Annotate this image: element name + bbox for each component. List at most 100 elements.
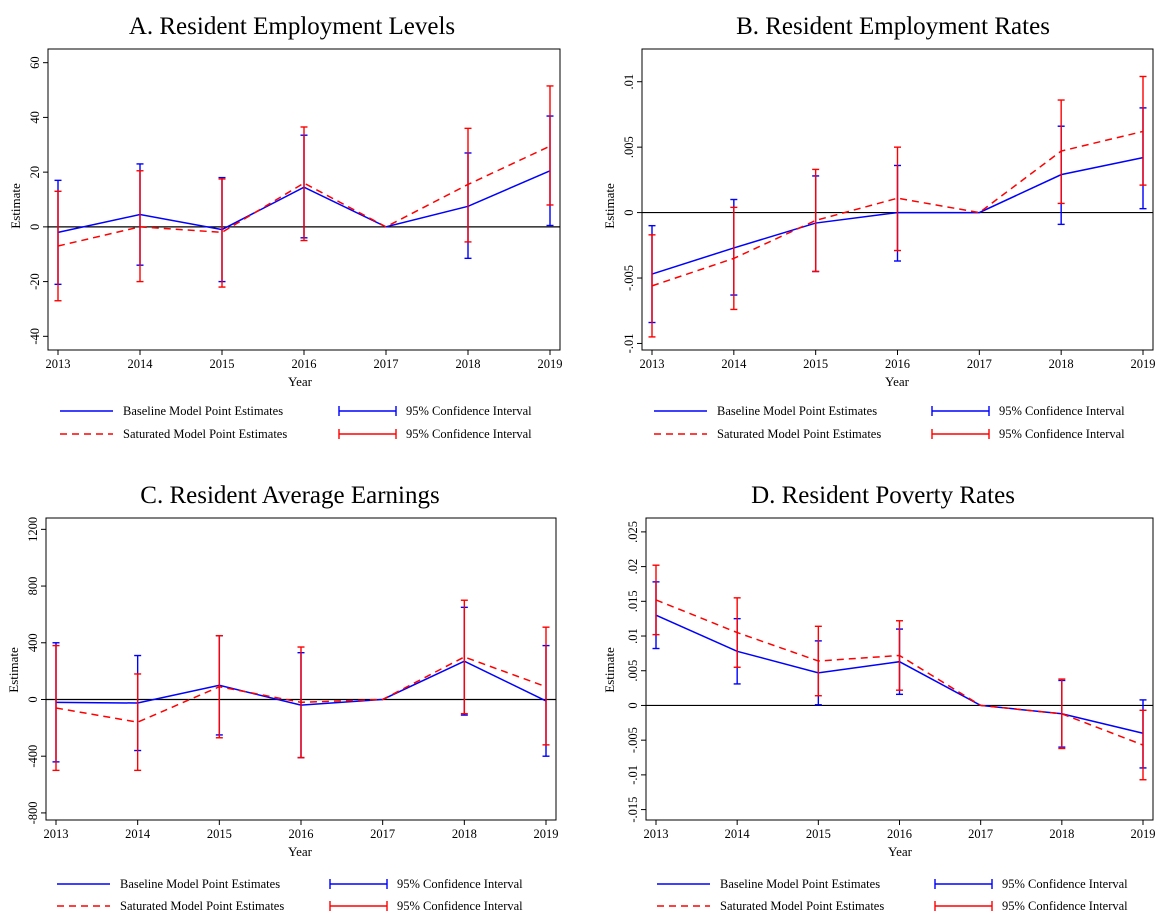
legend-baseline-label: Baseline Model Point Estimates (120, 877, 280, 891)
plot-area-a: -40 -20 0 20 40 60 2013 2014 2015 2016 2017 2018 201… (28, 48, 563, 371)
x-tick-label: 2015 (803, 357, 828, 371)
y-tick-label: -.005 (622, 265, 636, 291)
panel-title: B. Resident Employment Rates (736, 13, 1050, 40)
x-tick-label: 2014 (128, 357, 154, 371)
y-tick-label: .02 (626, 559, 640, 575)
legend-baseline-ci-label: 95% Confidence Interval (397, 877, 523, 891)
y-axis-label: Estimate (8, 183, 23, 229)
y-tick-label: -20 (28, 273, 42, 290)
x-tick-label: 2017 (370, 827, 395, 841)
x-tick-label: 2013 (644, 827, 669, 841)
panel-title: D. Resident Poverty Rates (751, 482, 1015, 509)
panel-title: A. Resident Employment Levels (129, 13, 455, 40)
y-tick-label: -.015 (626, 797, 640, 823)
point-estimate-line (55, 656, 547, 723)
legend-baseline-label: Baseline Model Point Estimates (123, 404, 283, 418)
panel-title: C. Resident Average Earnings (140, 482, 439, 509)
y-tick-label: 20 (28, 166, 42, 179)
y-tick-label: 60 (28, 56, 42, 69)
x-tick-label: 2016 (289, 827, 314, 841)
series-saturated (648, 75, 1147, 338)
point-estimate-line (655, 599, 1144, 746)
x-tick-label: 2014 (725, 827, 751, 841)
y-axis-label: Estimate (6, 647, 21, 693)
panel-b: B. Resident Employment Rates Year Estima… (602, 13, 1125, 441)
series-saturated (54, 85, 554, 302)
y-axis-label: Estimate (602, 647, 617, 693)
x-axis-label: Year (888, 844, 913, 859)
panel-d: D. Resident Poverty Rates Year Estimate … (602, 482, 1128, 913)
y-tick-label: -.01 (626, 765, 640, 785)
x-tick-label: 2019 (1131, 357, 1156, 371)
x-tick-label: 2018 (456, 357, 481, 371)
x-tick-label: 2018 (1049, 827, 1074, 841)
legend-saturated-label: Saturated Model Point Estimates (720, 899, 884, 913)
legend-saturated-ci-label: 95% Confidence Interval (397, 899, 523, 913)
x-axis-label: Year (885, 374, 910, 389)
y-tick-label: -800 (26, 801, 40, 824)
y-tick-label: .01 (626, 628, 640, 644)
legend-baseline-ci-label: 95% Confidence Interval (1002, 877, 1128, 891)
x-tick-label: 2014 (125, 827, 151, 841)
x-tick-label: 2019 (534, 827, 559, 841)
y-tick-label: .005 (626, 660, 640, 682)
y-tick-label: 0 (626, 702, 640, 708)
y-tick-label: .005 (622, 136, 636, 158)
point-estimate-line (57, 145, 551, 247)
plot-area-b: -.01 -.005 0 .005 .01 2013 2014 2015 2016 2017 201… (622, 48, 1156, 371)
x-tick-label: 2014 (721, 357, 747, 371)
legend-baseline-label: Baseline Model Point Estimates (720, 877, 880, 891)
y-tick-label: -40 (28, 328, 42, 345)
legend-baseline-ci-label: 95% Confidence Interval (999, 404, 1125, 418)
y-tick-label: .025 (626, 521, 640, 543)
y-tick-label: .01 (622, 74, 636, 90)
x-tick-label: 2015 (210, 357, 235, 371)
legend-saturated-label: Saturated Model Point Estimates (717, 427, 881, 441)
series-saturated (52, 599, 550, 772)
x-tick-label: 2016 (887, 827, 912, 841)
legend-saturated-ci-label: 95% Confidence Interval (1002, 899, 1128, 913)
plot-area-c: -800 -400 0 400 800 1200 2013 2014 2015 2016 2017 2… (26, 517, 559, 841)
legend: Baseline Model Point Estimates 95% Confi… (60, 404, 532, 441)
x-tick-label: 2017 (968, 827, 993, 841)
y-tick-label: .015 (626, 590, 640, 612)
y-tick-label: -400 (26, 745, 40, 768)
x-tick-label: 2017 (374, 357, 399, 371)
y-tick-label: 40 (28, 111, 42, 124)
plot-area-d: -.015 -.01 -.005 0 .005 .01 .015 .02 .025 2013 201… (626, 517, 1156, 841)
x-tick-label: 2016 (292, 357, 317, 371)
x-tick-label: 2015 (806, 827, 831, 841)
x-tick-label: 2018 (1049, 357, 1074, 371)
x-axis-label: Year (288, 374, 313, 389)
y-tick-label: 800 (26, 577, 40, 596)
legend: Baseline Model Point Estimates 95% Confi… (657, 877, 1128, 913)
legend-saturated-label: Saturated Model Point Estimates (123, 427, 287, 441)
legend-baseline-ci-label: 95% Confidence Interval (406, 404, 532, 418)
y-axis-label: Estimate (602, 183, 617, 229)
y-tick-label: 400 (26, 633, 40, 652)
x-tick-label: 2019 (1131, 827, 1156, 841)
legend-baseline-label: Baseline Model Point Estimates (717, 404, 877, 418)
legend: Baseline Model Point Estimates 95% Confi… (57, 877, 523, 913)
x-tick-label: 2018 (452, 827, 477, 841)
y-tick-label: 0 (26, 696, 40, 702)
y-tick-label: -.01 (622, 334, 636, 354)
panel-a: A. Resident Employment Levels Year Estim… (8, 13, 532, 441)
legend-saturated-ci-label: 95% Confidence Interval (999, 427, 1125, 441)
x-tick-label: 2019 (538, 357, 563, 371)
x-tick-label: 2016 (885, 357, 910, 371)
legend-saturated-ci-label: 95% Confidence Interval (406, 427, 532, 441)
y-tick-label: 1200 (26, 517, 40, 542)
y-tick-label: 0 (622, 209, 636, 215)
legend: Baseline Model Point Estimates 95% Confi… (654, 404, 1125, 441)
x-tick-label: 2013 (46, 357, 71, 371)
series-saturated (652, 564, 1147, 781)
legend-saturated-label: Saturated Model Point Estimates (120, 899, 284, 913)
y-tick-label: -.005 (626, 727, 640, 753)
x-tick-label: 2015 (207, 827, 232, 841)
x-axis-label: Year (288, 844, 313, 859)
point-estimate-line (651, 130, 1144, 287)
x-tick-label: 2013 (640, 357, 665, 371)
y-tick-label: 0 (28, 224, 42, 230)
